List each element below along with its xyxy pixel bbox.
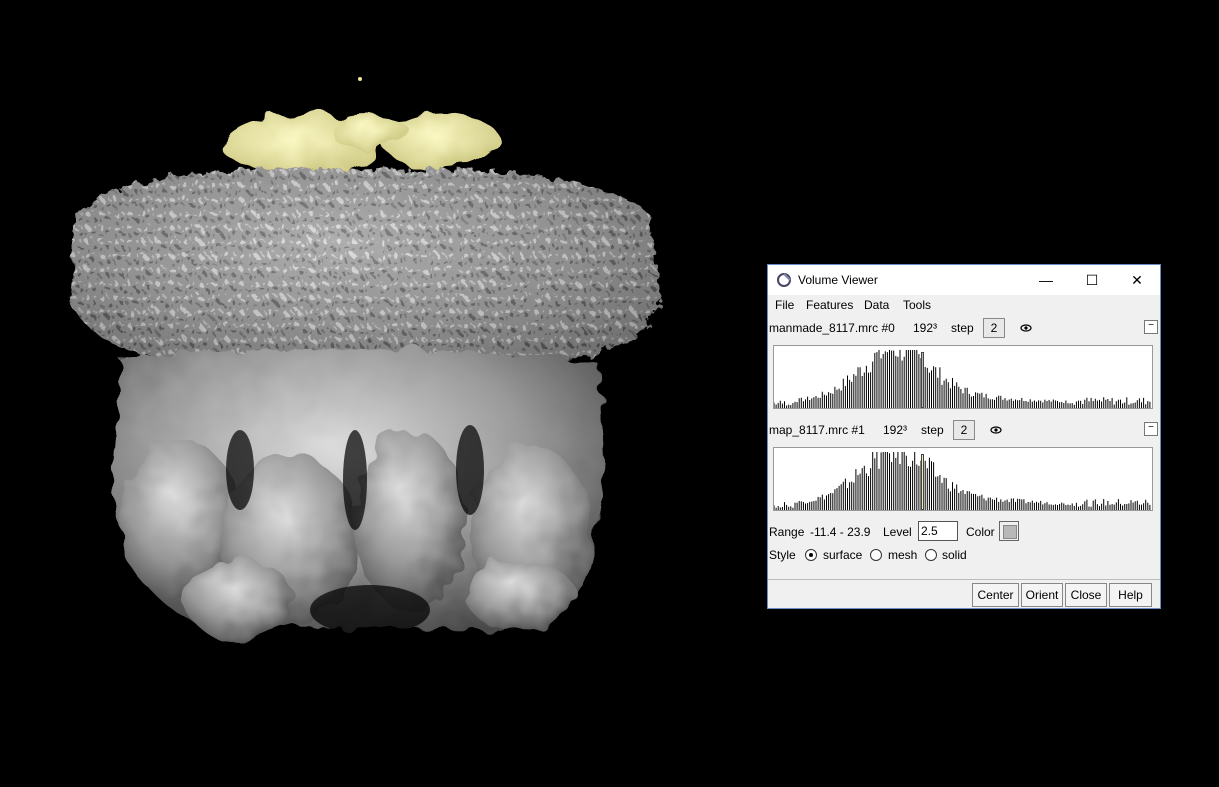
level-input[interactable] [918, 521, 958, 541]
gray-density-lower [111, 349, 605, 640]
range-value: -11.4 - 23.9 [810, 525, 871, 539]
volume-size: 192³ [883, 423, 908, 437]
threshold-marker-0[interactable] [921, 352, 924, 408]
yellow-density-cap [222, 110, 498, 177]
collapse-icon[interactable]: − [1144, 320, 1158, 334]
title-bar[interactable]: Volume Viewer — ☐ ✕ [768, 265, 1160, 295]
style-option-surface[interactable]: surface [823, 548, 863, 562]
gray-density-upper [70, 168, 660, 380]
center-button[interactable]: Center [972, 583, 1019, 607]
chimera-icon [777, 273, 791, 287]
minimize-button[interactable]: — [1039, 272, 1053, 288]
close-button[interactable]: Close [1065, 583, 1107, 607]
eye-icon[interactable] [1020, 322, 1032, 334]
shadow-gaps [226, 425, 484, 635]
volume-viewer-window: Volume Viewer — ☐ ✕ File Features Data T… [767, 264, 1161, 609]
level-controls: Range -11.4 - 23.9 Level Color [768, 520, 1160, 544]
histogram-bars [774, 350, 1151, 408]
menu-tools[interactable]: Tools [903, 298, 932, 312]
graphics-viewport[interactable] [0, 0, 740, 784]
step-menu[interactable]: 2 [953, 420, 975, 440]
color-label: Color [966, 525, 995, 539]
menu-bar: File Features Data Tools [768, 295, 1160, 315]
separator [768, 579, 1160, 580]
volume-row-1: map_8117.mrc #1 192³ step 2 − [768, 420, 1160, 440]
style-controls: Style surface mesh solid [768, 545, 1160, 565]
style-label: Style [769, 548, 796, 562]
menu-data[interactable]: Data [864, 298, 890, 312]
menu-features[interactable]: Features [806, 298, 854, 312]
step-menu[interactable]: 2 [983, 318, 1005, 338]
radio-surface[interactable] [805, 549, 817, 561]
color-button[interactable] [999, 521, 1019, 541]
radio-solid[interactable] [925, 549, 937, 561]
step-label: step [951, 321, 974, 335]
radio-mesh[interactable] [870, 549, 882, 561]
window-title: Volume Viewer [798, 273, 878, 287]
volume-name[interactable]: manmade_8117.mrc #0 [769, 321, 895, 335]
eye-icon[interactable] [990, 424, 1002, 436]
maximize-button[interactable]: ☐ [1085, 272, 1099, 288]
color-swatch-fill [1003, 525, 1017, 539]
volume-name[interactable]: map_8117.mrc #1 [769, 423, 865, 437]
histogram-bars [774, 452, 1151, 510]
histogram-0[interactable] [773, 345, 1153, 409]
orient-button[interactable]: Orient [1021, 583, 1063, 607]
step-label: step [921, 423, 944, 437]
volume-row-0: manmade_8117.mrc #0 192³ step 2 − [768, 318, 1160, 338]
help-button[interactable]: Help [1109, 583, 1152, 607]
density-map-render [70, 77, 660, 640]
close-window-button[interactable]: ✕ [1131, 272, 1143, 288]
threshold-marker-1[interactable] [921, 454, 924, 510]
level-label: Level [883, 525, 912, 539]
volume-size: 192³ [913, 321, 938, 335]
histogram-1[interactable] [773, 447, 1153, 511]
style-option-mesh[interactable]: mesh [888, 548, 918, 562]
collapse-icon[interactable]: − [1144, 422, 1158, 436]
style-option-solid[interactable]: solid [942, 548, 967, 562]
range-label: Range [769, 525, 805, 539]
menu-file[interactable]: File [775, 298, 795, 312]
